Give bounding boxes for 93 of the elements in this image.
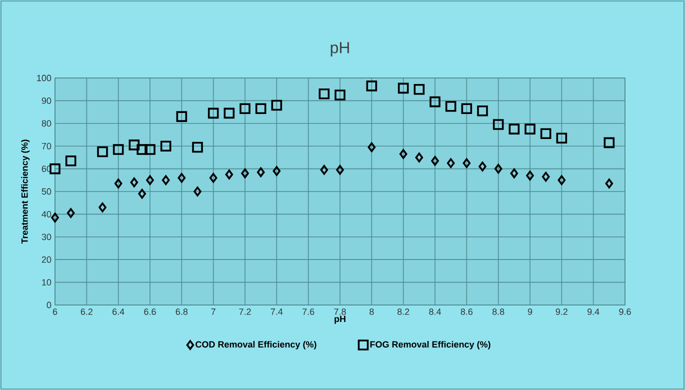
point [558, 175, 566, 186]
point [128, 140, 140, 150]
point [398, 82, 409, 94]
point [318, 88, 330, 100]
point [162, 175, 170, 186]
point [605, 178, 614, 188]
point [194, 186, 202, 196]
x-axis-title: pH [334, 316, 346, 324]
point [366, 80, 378, 92]
point [255, 103, 266, 114]
point [542, 172, 550, 182]
point [130, 178, 138, 188]
point [508, 124, 520, 134]
y-tick-label: 0 [46, 302, 52, 308]
point [65, 155, 76, 166]
y-tick-label: 10 [42, 279, 52, 286]
point [272, 166, 281, 176]
point [98, 202, 106, 212]
point [510, 168, 518, 178]
chart-title: pH [330, 42, 349, 56]
point [178, 172, 186, 183]
y-tick-label: 40 [42, 211, 52, 218]
point [494, 164, 502, 174]
point [146, 175, 154, 186]
x-tick-label: 6.8 [176, 308, 188, 315]
point [399, 149, 408, 159]
legend-label: COD Removal Efficiency (%) [196, 340, 316, 350]
point [604, 137, 615, 148]
legend-label: FOG Removal Efficiency (%) [370, 340, 490, 350]
point [176, 111, 188, 122]
point [524, 124, 536, 134]
x-tick-label: 8.6 [460, 308, 473, 315]
x-tick-label: 6.2 [80, 308, 92, 315]
point [66, 208, 75, 218]
x-tick-label: 7.4 [270, 308, 283, 315]
point [478, 162, 486, 172]
point [445, 100, 456, 112]
point [415, 152, 424, 162]
point [160, 140, 172, 152]
point [209, 172, 218, 183]
point [556, 132, 568, 144]
x-tick-label: 6.4 [112, 308, 124, 315]
point [477, 106, 488, 116]
point [446, 158, 455, 168]
point [431, 156, 439, 166]
y-tick-label: 70 [42, 142, 52, 150]
point [136, 144, 148, 155]
x-tick-label: 7 [211, 308, 216, 315]
point [241, 168, 249, 178]
point [138, 188, 146, 199]
x-tick-label: 8.2 [397, 308, 410, 315]
point [51, 212, 59, 222]
point [430, 96, 440, 108]
x-tick-label: 8.4 [429, 308, 441, 315]
point [271, 100, 282, 111]
point [336, 165, 344, 175]
point [240, 103, 250, 114]
y-tick-label: 100 [37, 74, 52, 82]
point [462, 158, 471, 168]
point [320, 165, 328, 175]
x-tick-label: 6 [52, 308, 58, 315]
x-tick-label: 9.6 [619, 308, 631, 315]
point [112, 144, 124, 155]
x-tick-label: 9 [528, 308, 532, 315]
point [224, 108, 235, 119]
point [368, 142, 376, 152]
point [192, 142, 203, 153]
point [461, 103, 472, 114]
x-tick-label: 8 [370, 308, 374, 315]
x-tick-label: 9.4 [588, 308, 600, 315]
point [225, 170, 234, 180]
point [540, 128, 552, 140]
point [144, 144, 156, 155]
x-tick-label: 8.8 [492, 308, 504, 315]
point [526, 170, 534, 180]
x-tick-label: 9.2 [556, 308, 568, 315]
x-tick-label: 7.6 [302, 308, 314, 315]
y-tick-label: 30 [42, 234, 52, 240]
point [414, 84, 425, 95]
point [334, 90, 346, 100]
y-tick-label: 80 [42, 120, 52, 127]
y-tick-label: 90 [42, 98, 52, 104]
point [114, 178, 122, 188]
x-tick-label: 7.2 [239, 308, 251, 315]
point [208, 108, 219, 119]
point [492, 119, 504, 130]
x-tick-label: 6.6 [144, 308, 156, 315]
y-axis-title: Treatment Efficiency (%) [21, 140, 30, 244]
point [256, 167, 265, 178]
point [97, 146, 108, 158]
y-tick-label: 20 [42, 256, 52, 263]
y-tick-label: 50 [42, 188, 52, 195]
x-tick-label: 7.8 [334, 308, 346, 315]
